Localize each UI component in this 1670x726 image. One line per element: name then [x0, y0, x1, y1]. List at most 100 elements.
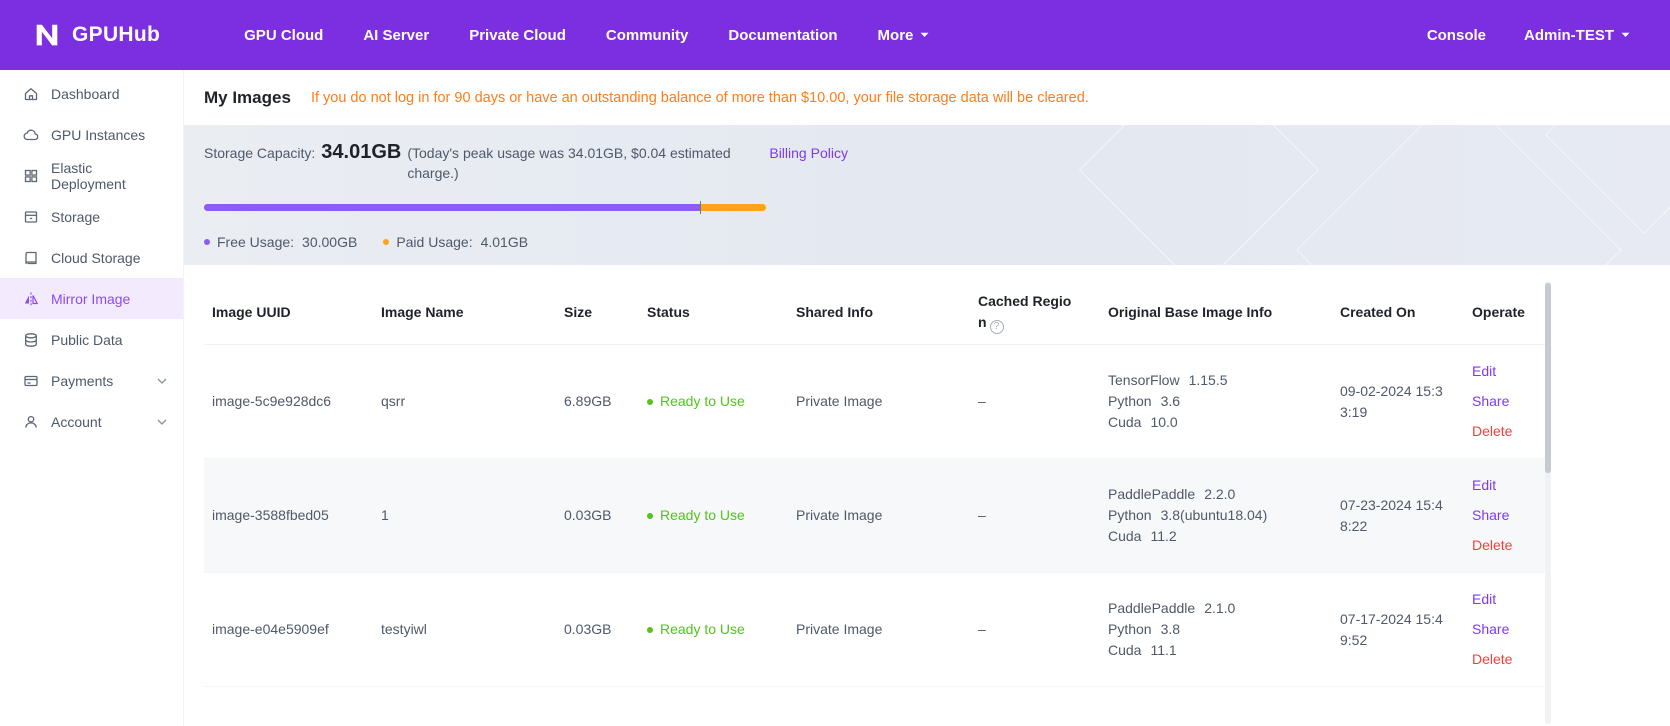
sidebar-item-label: Storage [51, 208, 101, 225]
sidebar-item-gpu-instances[interactable]: GPU Instances [0, 114, 183, 155]
header-status: Status [647, 304, 690, 320]
free-usage-bar-segment [204, 204, 700, 211]
header-created-on: Created On [1340, 304, 1416, 320]
delete-link[interactable]: Delete [1472, 651, 1513, 667]
public-data-icon [22, 331, 39, 348]
sidebar-item-payments[interactable]: Payments [0, 360, 183, 401]
cell-size: 0.03GB [564, 507, 612, 523]
table-header-row: Image UUID Image Name Size Status Shared… [204, 281, 1545, 345]
storage-usage-bar [204, 201, 766, 214]
cell-cached-region: – [978, 507, 986, 523]
status-dot [647, 398, 653, 405]
chevron-down-icon [157, 378, 167, 384]
brand-name: GPUHub [72, 23, 161, 46]
delete-link[interactable]: Delete [1472, 423, 1513, 439]
brand[interactable]: GPUHub [32, 20, 160, 50]
cell-base-image-info: PaddlePaddle 2.1.0 Python 3.8 Cuda 11.1 [1108, 600, 1236, 658]
share-link[interactable]: Share [1472, 393, 1510, 409]
delete-link[interactable]: Delete [1472, 537, 1513, 553]
gpu-instances-icon [22, 126, 39, 143]
gpuhub-logo-icon [32, 20, 62, 50]
nav-item-gpu-cloud[interactable]: GPU Cloud [244, 26, 324, 44]
sidebar-item-storage[interactable]: Storage [0, 196, 183, 237]
nav-item-community[interactable]: Community [605, 26, 689, 44]
cell-operate: Edit Share Delete [1464, 361, 1545, 442]
cell-image-name: qsrr [381, 393, 406, 409]
cell-base-image-info: PaddlePaddle 2.2.0 Python 3.8(ubuntu18.04)… [1108, 486, 1268, 544]
status-dot [647, 626, 653, 633]
table-scrollbar[interactable] [1545, 281, 1551, 724]
cell-cached-region: – [978, 393, 986, 409]
edit-link[interactable]: Edit [1472, 363, 1497, 379]
nav-item-more[interactable]: More [878, 27, 930, 44]
paid-usage-legend: Paid Usage: 4.01GB [383, 234, 528, 250]
share-link[interactable]: Share [1472, 621, 1510, 637]
header-cached-region: Cached Region? [978, 293, 1072, 334]
nav-item-documentation[interactable]: Documentation [728, 26, 838, 44]
cell-image-uuid: image-5c9e928dc6 [212, 393, 332, 409]
sidebar-item-public-data[interactable]: Public Data [0, 319, 183, 360]
images-table: Image UUID Image Name Size Status Shared… [204, 281, 1545, 687]
nav-item-private-cloud[interactable]: Private Cloud [469, 26, 566, 44]
storage-warning: If you do not log in for 90 days or have… [310, 89, 1089, 106]
cell-created-on: 07-17-2024 15:49:52 [1340, 610, 1443, 648]
storage-capacity-panel: Storage Capacity: 34.01GB (Today's peak … [184, 125, 1670, 265]
storage-capacity-detail: (Today's peak usage was 34.01GB, $0.04 e… [407, 145, 731, 181]
cell-shared-info: Private Image [796, 393, 883, 409]
cell-cached-region: – [978, 621, 986, 637]
cell-status: Ready to Use [639, 391, 788, 412]
free-usage-legend: Free Usage: 30.00GB [204, 234, 357, 250]
header-image-name: Image Name [381, 304, 464, 320]
sidebar-item-label: Dashboard [51, 85, 120, 102]
edit-link[interactable]: Edit [1472, 477, 1497, 493]
nav-menu: GPU Cloud AI Server Private Cloud Commun… [244, 27, 929, 44]
sidebar-item-dashboard[interactable]: Dashboard [0, 73, 183, 114]
share-link[interactable]: Share [1472, 507, 1510, 523]
sidebar-item-mirror-image[interactable]: Mirror Image [0, 278, 183, 319]
nav-item-ai-server[interactable]: AI Server [363, 26, 430, 44]
billing-policy-link[interactable]: Billing Policy [769, 145, 848, 161]
header-operate: Operate [1472, 304, 1525, 320]
usage-legend: Free Usage: 30.00GB Paid Usage: 4.01GB [204, 234, 1650, 250]
cell-operate: Edit Share Delete [1464, 475, 1545, 556]
cell-shared-info: Private Image [796, 507, 883, 523]
cell-shared-info: Private Image [796, 621, 883, 637]
storage-icon [22, 208, 39, 225]
cell-image-name: testyiwl [381, 621, 427, 637]
console-button[interactable]: Console [1426, 26, 1486, 44]
sidebar-item-elastic-deployment[interactable]: Elastic Deployment [0, 155, 183, 196]
edit-link[interactable]: Edit [1472, 591, 1497, 607]
sidebar-item-label: Public Data [51, 331, 123, 348]
table-scrollbar-thumb[interactable] [1545, 283, 1551, 473]
sidebar-item-label: Account [51, 413, 102, 430]
table-row: image-3588fbed05 1 0.03GB Ready to Use P… [204, 459, 1545, 573]
sidebar-item-cloud-storage[interactable]: Cloud Storage [0, 237, 183, 278]
free-usage-value: 30.00GB [302, 234, 358, 250]
paid-usage-value: 4.01GB [480, 234, 529, 250]
storage-capacity-value: 34.01GB [321, 141, 402, 163]
storage-capacity-label: Storage Capacity: [204, 145, 316, 161]
cell-status: Ready to Use [639, 619, 788, 640]
cell-created-on: 07-23-2024 15:48:22 [1340, 496, 1443, 534]
header-shared-info: Shared Info [796, 304, 874, 320]
main-content: My Images If you do not log in for 90 da… [184, 70, 1670, 726]
usage-bar-divider [699, 201, 701, 214]
caret-down-icon [920, 32, 929, 38]
sidebar-item-label: Mirror Image [51, 290, 131, 307]
help-icon[interactable]: ? [989, 319, 1004, 334]
nav-right: Console Admin-TEST [1427, 27, 1630, 44]
page-header: My Images If you do not log in for 90 da… [184, 70, 1670, 125]
sidebar-item-account[interactable]: Account [0, 401, 183, 442]
account-menu[interactable]: Admin-TEST [1524, 27, 1630, 44]
payments-icon [22, 372, 39, 389]
dashboard-icon [22, 85, 39, 102]
paid-usage-label: Paid Usage: [396, 234, 473, 250]
account-icon [22, 413, 39, 430]
paid-usage-dot [383, 239, 390, 245]
caret-down-icon [1621, 32, 1630, 38]
cell-image-uuid: image-3588fbed05 [212, 507, 329, 523]
page-title: My Images [204, 87, 291, 107]
cell-base-image-info: TensorFlow 1.15.5 Python 3.6 Cuda 10.0 [1108, 372, 1228, 430]
status-label: Ready to Use [660, 621, 745, 637]
cell-operate: Edit Share Delete [1464, 589, 1545, 670]
